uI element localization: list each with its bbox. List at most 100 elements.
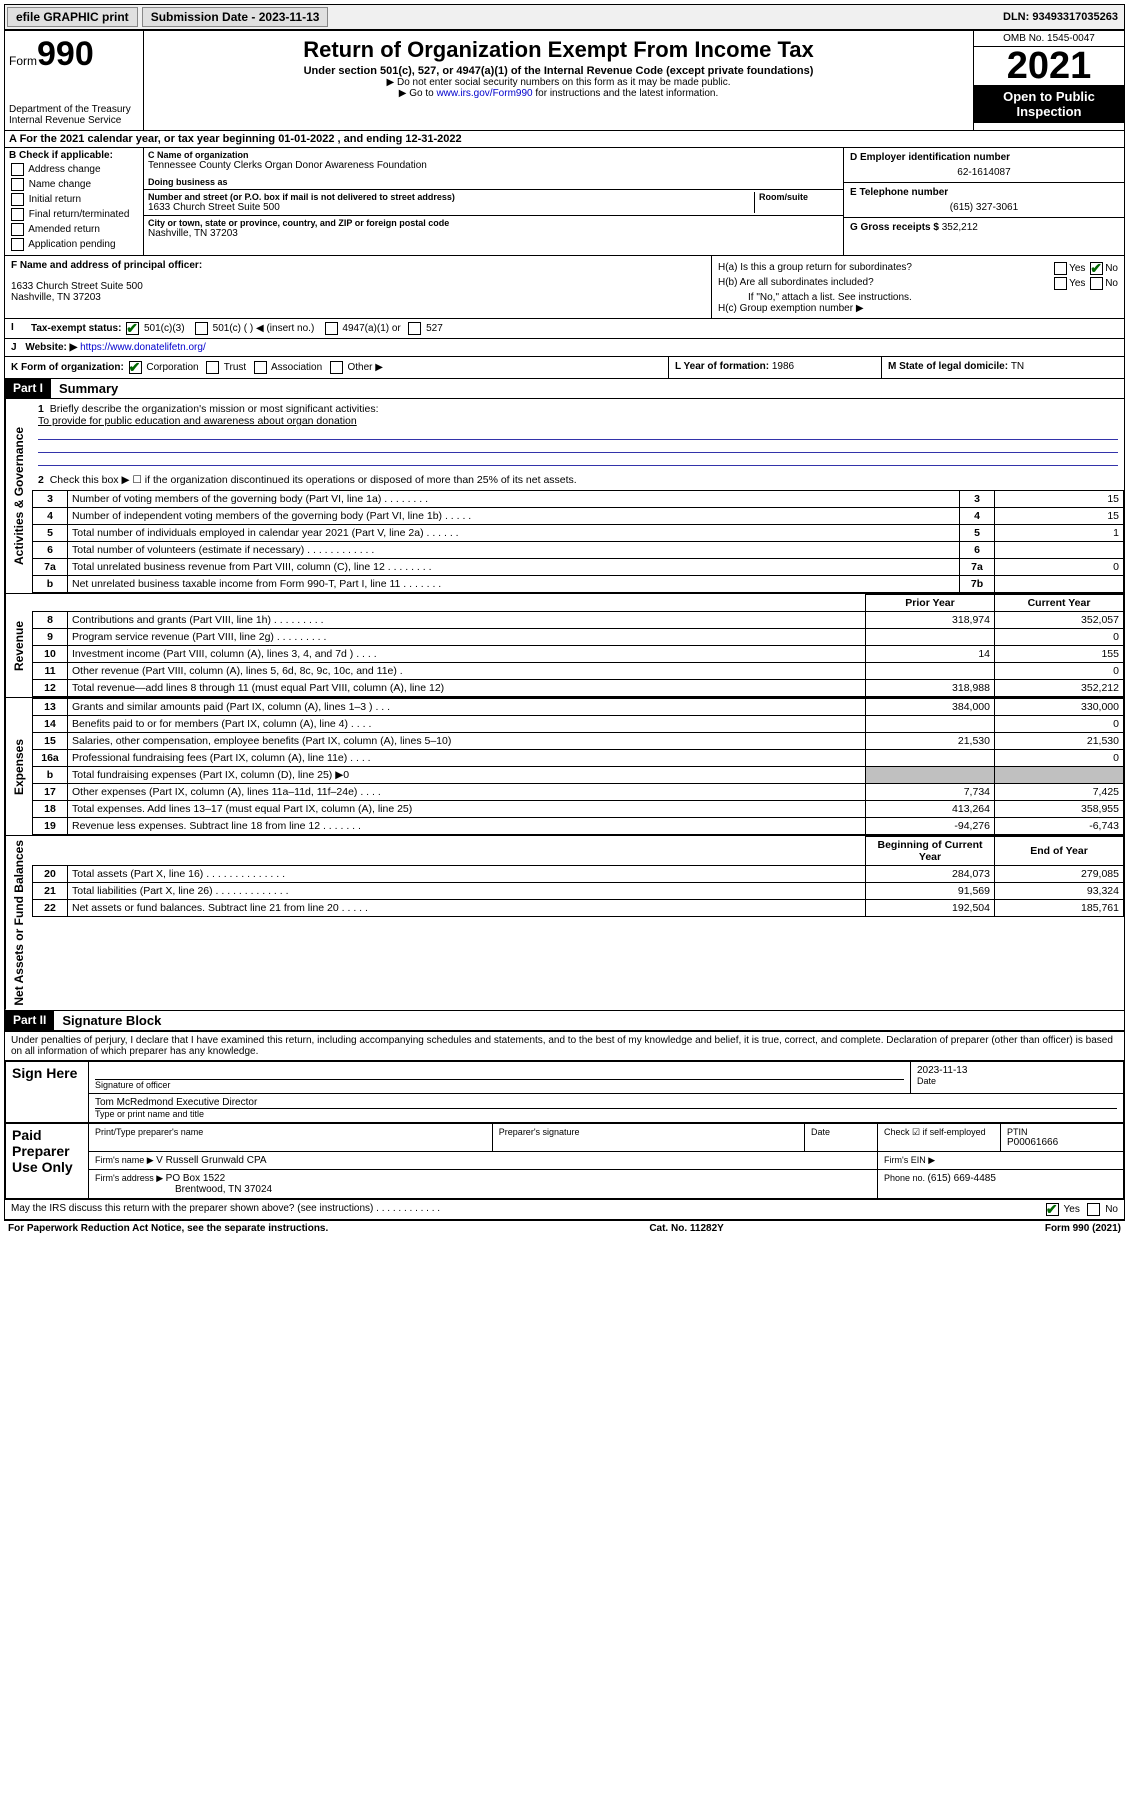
side-gov: Activities & Governance [5,399,32,593]
cb-initial-return[interactable]: Initial return [9,193,139,206]
cb-corp[interactable] [129,361,142,374]
sig-officer-lab: Signature of officer [95,1080,904,1090]
desc: Total expenses. Add lines 13–17 (must eq… [68,801,866,818]
l1-val: To provide for public education and awar… [38,415,357,427]
data-row: 21 Total liabilities (Part X, line 26) .… [33,883,1124,900]
net-content: Beginning of Current Year End of Year20 … [32,836,1124,1010]
desc: Grants and similar amounts paid (Part IX… [68,699,866,716]
ha-line: H(a) Is this a group return for subordin… [718,262,1118,275]
efile-print-button[interactable]: efile GRAPHIC print [7,7,138,27]
row-fh: F Name and address of principal officer:… [4,256,1125,319]
may-yes[interactable] [1046,1203,1059,1216]
desc: Net unrelated business taxable income fr… [68,576,960,593]
lineno: 6 [33,542,68,559]
val: 0 [995,559,1124,576]
cb-assoc[interactable] [254,361,267,374]
hdr-curr: Current Year [995,595,1124,612]
cb-address-change[interactable]: Address change [9,163,139,176]
row-klm: K Form of organization: Corporation Trus… [4,357,1125,379]
irs-link[interactable]: www.irs.gov/Form990 [436,88,532,99]
may-yes-lbl: Yes [1064,1204,1080,1215]
hb2-text: If "No," attach a list. See instructions… [718,292,1118,303]
desc: Benefits paid to or for members (Part IX… [68,716,866,733]
pp-ptin-lab: PTIN [1007,1127,1117,1137]
dln-value: 93493317035263 [1032,11,1118,23]
lab-phone: E Telephone number [850,187,1118,198]
desc: Program service revenue (Part VIII, line… [68,629,866,646]
data-row: 20 Total assets (Part X, line 16) . . . … [33,866,1124,883]
sig-date-lab: Date [917,1076,1117,1086]
desc: Net assets or fund balances. Subtract li… [68,900,866,917]
lbl-name-change: Name change [29,179,91,190]
footer-left: For Paperwork Reduction Act Notice, see … [8,1223,328,1234]
lab-room: Room/suite [759,192,839,202]
data-row: 14 Benefits paid to or for members (Part… [33,716,1124,733]
curr: 0 [995,629,1124,646]
cb-app-pending[interactable]: Application pending [9,238,139,251]
sub3-pre: ▶ Go to [399,88,437,99]
principal-addr1: 1633 Church Street Suite 500 [11,281,705,292]
sig-line [95,1065,904,1080]
may-no-lbl: No [1105,1204,1118,1215]
cb-501c[interactable] [195,322,208,335]
cb-other[interactable] [330,361,343,374]
lineno: 12 [33,680,68,697]
desc: Salaries, other compensation, employee b… [68,733,866,750]
paid-preparer-table: Paid Preparer Use Only Print/Type prepar… [5,1123,1124,1199]
dln-label: DLN: 93493317035263 [1003,11,1122,23]
curr: 155 [995,646,1124,663]
block-bcd: B Check if applicable: Address change Na… [4,148,1125,256]
may-no[interactable] [1087,1203,1100,1216]
cb-4947[interactable] [325,322,338,335]
cb-527[interactable] [408,322,421,335]
l2-text: Check this box ▶ ☐ if the organization d… [50,474,577,486]
subtitle-1: Under section 501(c), 527, or 4947(a)(1)… [148,65,969,77]
lbl-final: Final return/terminated [29,209,130,220]
lbl-initial: Initial return [29,194,81,205]
col-c: C Name of organization Tennessee County … [144,148,843,255]
boxno: 3 [960,491,995,508]
pp-check: Check ☑ if self-employed [884,1127,994,1138]
gov-row: 6 Total number of volunteers (estimate i… [33,542,1124,559]
hdr-curr: End of Year [995,837,1124,866]
section-a: A For the 2021 calendar year, or tax yea… [4,131,1125,148]
cb-final-return[interactable]: Final return/terminated [9,208,139,221]
cb-amended[interactable]: Amended return [9,223,139,236]
data-row: 12 Total revenue—add lines 8 through 11 … [33,680,1124,697]
website-link[interactable]: https://www.donatelifetn.org/ [80,342,206,353]
hb-yes[interactable] [1054,277,1067,290]
tbl-rev: Prior Year Current Year8 Contributions a… [32,594,1124,697]
sig-officer-cell: Signature of officer [89,1061,911,1093]
dln-prefix: DLN: [1003,11,1032,23]
lab-l: L Year of formation: [675,361,772,372]
cb-trust[interactable] [206,361,219,374]
ha-text: H(a) Is this a group return for subordin… [718,262,912,275]
firm-phone: (615) 669-4485 [928,1173,996,1184]
firm-name-cell: Firm's name ▶ V Russell Grunwald CPA [89,1151,878,1169]
cb-501c3[interactable] [126,322,139,335]
cell-phone: E Telephone number (615) 327-3061 [844,183,1124,218]
lab-org-name: C Name of organization [148,150,839,160]
data-row: 18 Total expenses. Add lines 13–17 (must… [33,801,1124,818]
col-l: L Year of formation: 1986 [669,357,882,378]
ha-no[interactable] [1090,262,1103,275]
subtitle-3: ▶ Go to www.irs.gov/Form990 for instruct… [148,88,969,99]
side-net: Net Assets or Fund Balances [5,836,32,1010]
sig-name-cell: Tom McRedmond Executive Director Type or… [89,1093,1124,1122]
side-exp: Expenses [5,698,32,835]
lineno: 16a [33,750,68,767]
curr: 21,530 [995,733,1124,750]
data-row: 10 Investment income (Part VIII, column … [33,646,1124,663]
lineno: 18 [33,801,68,818]
firm-addr-cell: Firm's address ▶ PO Box 1522 Brentwood, … [89,1169,878,1198]
hc-text: H(c) Group exemption number ▶ [718,303,1118,314]
submission-date-button[interactable]: Submission Date - 2023-11-13 [142,7,329,27]
prior: 91,569 [866,883,995,900]
lab-addr: Number and street (or P.O. box if mail i… [148,192,754,202]
lineno: 22 [33,900,68,917]
ha-yes[interactable] [1054,262,1067,275]
pp-ptin-cell: PTINP00061666 [1001,1123,1124,1151]
uline3 [38,453,1118,466]
hb-no[interactable] [1090,277,1103,290]
cb-name-change[interactable]: Name change [9,178,139,191]
